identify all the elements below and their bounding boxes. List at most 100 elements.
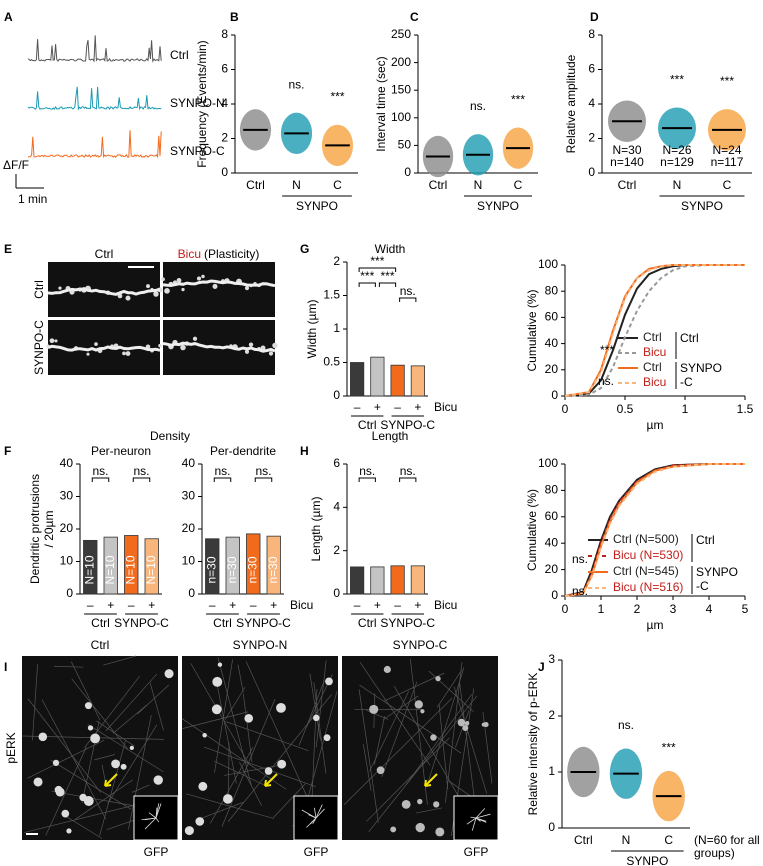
group-label: Ctrl <box>91 616 110 630</box>
y-tick-label: 0 <box>66 586 73 600</box>
annotation: ns. <box>572 552 588 566</box>
dendrite <box>47 287 161 296</box>
y-axis-label: Relative amplitude <box>564 54 578 153</box>
neurite <box>313 682 327 774</box>
y-tick-label: 8 <box>221 27 228 41</box>
y-axis-label: Length (µm) <box>309 497 323 562</box>
bracket <box>378 282 397 287</box>
x-tick-label: + <box>414 400 421 414</box>
trace-label: SYNPO-N <box>170 96 225 110</box>
legend-group-label: SYNPO <box>696 565 738 579</box>
group-label: Ctrl <box>358 616 377 630</box>
cell-body <box>217 662 223 667</box>
y-tick-label: 100 <box>538 456 558 470</box>
micrograph <box>163 262 275 317</box>
spine <box>181 287 185 292</box>
inset-neurite <box>155 807 158 819</box>
x-tick-label: – <box>394 400 401 414</box>
significance: *** <box>670 72 684 86</box>
y-tick-label: 6 <box>333 456 340 470</box>
inset-neurite <box>475 817 481 822</box>
bar <box>390 565 405 595</box>
y-axis-label: Cumulative (%) <box>525 289 539 371</box>
cell-body <box>313 714 320 722</box>
neurite <box>70 661 101 721</box>
bracket <box>213 477 232 482</box>
cell-body <box>276 702 286 713</box>
cell-body <box>369 704 379 714</box>
neurite <box>186 793 275 819</box>
arrow <box>424 773 438 787</box>
y-tick-label: 1 <box>548 764 555 778</box>
significance: ns. <box>470 99 486 113</box>
cell-body <box>430 734 437 741</box>
cell-body <box>87 725 94 731</box>
y-tick-label: 40 <box>182 456 196 470</box>
significance: ns. <box>400 284 416 298</box>
neurite <box>214 659 233 773</box>
cell-body <box>435 827 445 837</box>
x-tick-label: 5 <box>742 602 749 616</box>
bar <box>390 364 405 397</box>
group-label: SYNPO-C <box>236 616 291 630</box>
cell-body <box>277 759 287 769</box>
y-axis-label: Frequency (Events/min) <box>195 40 209 167</box>
arrow <box>104 773 118 787</box>
x-tick-label: N <box>292 178 301 192</box>
annotation: *** <box>600 343 614 357</box>
y-tick-label: 4 <box>588 96 595 110</box>
y-tick-label: 0 <box>588 165 595 179</box>
n-label: n=140 <box>610 155 644 169</box>
significance: ns. <box>92 464 108 478</box>
y-axis-label: Relative intensity of p-ERK <box>526 673 540 816</box>
panel-letter: B <box>230 10 239 24</box>
cell-body <box>420 709 425 714</box>
neurite <box>225 686 246 720</box>
y-tick-label: 40 <box>545 336 559 350</box>
cell-body <box>414 700 423 709</box>
spine <box>125 295 131 301</box>
legend-group-label: SYNPO <box>680 361 722 375</box>
neurite <box>416 807 443 814</box>
spine <box>86 352 90 356</box>
y-axis-label: Interval time (sec) <box>374 56 388 151</box>
y-tick-label: 60 <box>545 509 559 523</box>
x-tick-label: + <box>229 598 236 612</box>
group-label: SYNPO-C <box>380 418 435 432</box>
neurite <box>149 682 164 731</box>
n-label: n=129 <box>660 155 694 169</box>
y-tick-label: 40 <box>60 456 74 470</box>
panel-letter: D <box>590 10 599 24</box>
y-tick-label: 0 <box>333 388 340 402</box>
y-tick-label: 2 <box>221 131 228 145</box>
neurite <box>103 655 136 666</box>
panel-letter: H <box>300 444 309 458</box>
significance: ns. <box>618 718 634 732</box>
legend-label: Ctrl <box>643 330 662 344</box>
chart-title: Width <box>375 242 406 256</box>
y-tick-label: 1.5 <box>323 288 340 302</box>
row-label: Ctrl <box>32 280 46 299</box>
x-tick-label: – <box>209 598 216 612</box>
neurite <box>224 765 280 776</box>
significance: *** <box>511 92 525 106</box>
x-tick-label: N <box>622 833 631 847</box>
inset-neurite <box>470 816 477 819</box>
y-tick-label: 20 <box>182 521 196 535</box>
cell-body <box>153 775 163 785</box>
cell-body <box>184 826 194 836</box>
inset-neurite <box>315 804 323 819</box>
scale-label: ΔF/F <box>3 158 29 172</box>
x-tick-label: – <box>250 598 257 612</box>
scale-label: 1 min <box>18 192 47 206</box>
neurite <box>41 699 107 820</box>
neurite <box>343 697 453 806</box>
spine <box>244 286 250 291</box>
neurite <box>239 762 262 806</box>
significance: ns. <box>255 464 271 478</box>
cell-body <box>84 702 92 710</box>
cell-body <box>433 801 440 808</box>
cell-body <box>66 828 72 834</box>
bar-label: N=10 <box>103 555 117 584</box>
